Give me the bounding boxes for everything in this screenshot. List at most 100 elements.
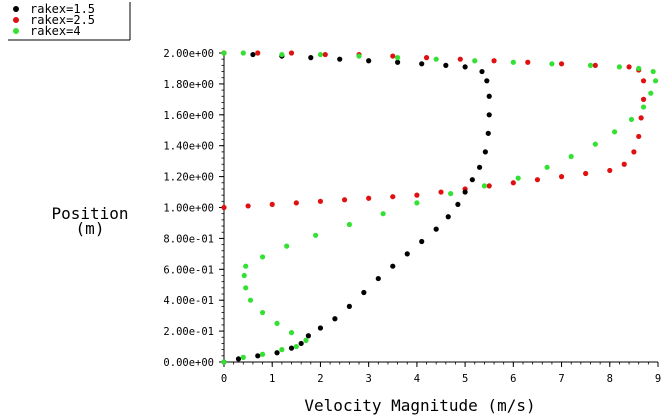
data-point (515, 175, 521, 181)
data-point (486, 183, 492, 189)
data-point (525, 59, 531, 65)
data-point (544, 164, 550, 170)
data-point (462, 64, 468, 70)
legend-marker-rakex-4 (13, 28, 19, 34)
axes (223, 53, 658, 363)
x-tick-label: 4 (414, 373, 420, 385)
data-point (247, 297, 254, 303)
data-point (390, 263, 396, 269)
data-point (346, 303, 352, 309)
data-point (255, 50, 261, 56)
data-point (259, 254, 266, 260)
data-point (288, 345, 295, 351)
data-point (419, 61, 425, 67)
data-point (240, 354, 246, 360)
data-point (250, 51, 256, 58)
data-point (592, 62, 598, 68)
x-tick-label: 1 (269, 373, 275, 385)
x-tick-label: 0 (221, 373, 227, 385)
data-point (390, 194, 396, 200)
data-point (592, 141, 598, 147)
data-point (269, 201, 275, 208)
data-point (346, 221, 352, 228)
data-point (366, 195, 372, 201)
y-tick-label: 1.60e+00 (163, 110, 214, 122)
data-point (380, 211, 386, 217)
data-point (485, 130, 491, 136)
data-point (558, 174, 565, 180)
y-tick-label: 2.00e+00 (163, 48, 214, 60)
data-point (438, 189, 444, 195)
data-point (259, 309, 266, 316)
x-tick-label: 8 (607, 373, 613, 385)
series-rakex=2.5 (221, 50, 647, 211)
data-points (221, 50, 659, 365)
data-point (341, 197, 348, 203)
data-point (259, 351, 266, 357)
data-point (245, 203, 251, 209)
y-tick-label: 1.40e+00 (163, 141, 214, 153)
data-point (395, 59, 401, 65)
data-point (419, 238, 425, 245)
y-tick-label: 4.00e-01 (163, 295, 214, 307)
data-point (652, 78, 659, 84)
y-tick-label: 1.20e+00 (163, 172, 214, 184)
data-point (650, 68, 656, 75)
series-rakex=4 (221, 50, 659, 365)
data-point (322, 51, 328, 58)
x-tick-label: 5 (462, 373, 468, 385)
data-point (288, 50, 295, 56)
y-axis-title-line1: Position (51, 204, 128, 223)
data-point (255, 353, 261, 359)
data-point (448, 190, 454, 197)
data-point (243, 285, 249, 291)
data-point (462, 189, 468, 195)
data-point (390, 53, 396, 59)
legend: rakex=1.5 rakex=2.5 rakex=4 (8, 2, 131, 41)
data-point (621, 161, 627, 167)
data-point (298, 340, 304, 347)
data-point (472, 58, 478, 64)
data-point (414, 192, 420, 198)
data-point (534, 177, 541, 183)
data-point (241, 272, 247, 279)
data-point (481, 183, 487, 189)
x-tick-label: 9 (655, 373, 661, 385)
data-point (240, 50, 246, 56)
ticks: 0 1 2 3 4 5 6 7 8 9 0.00e+00 2.00e-01 4.00e-01 6.00e-… (163, 48, 661, 385)
data-point (443, 62, 449, 68)
data-point (640, 78, 647, 84)
x-tick-label: 7 (558, 373, 564, 385)
data-point (640, 96, 647, 102)
y-tick-label: 0.00e+00 (163, 357, 214, 369)
data-point (366, 58, 372, 64)
data-point (433, 226, 439, 232)
data-point (423, 55, 430, 61)
data-point (284, 243, 290, 249)
data-point (636, 65, 642, 72)
legend-marker-rakex-1-5 (13, 6, 19, 12)
data-point (510, 180, 516, 186)
legend-marker-rakex-2-5 (13, 17, 19, 23)
data-point (491, 58, 497, 64)
data-point (638, 115, 644, 121)
data-point (607, 167, 613, 174)
data-point (482, 149, 488, 155)
data-point (303, 337, 309, 343)
data-point (612, 129, 618, 135)
y-axis-title-line2: (m) (76, 219, 105, 238)
data-point (274, 350, 280, 356)
data-point (616, 64, 623, 70)
data-point (221, 359, 227, 365)
data-point (568, 153, 574, 160)
data-point (356, 53, 362, 59)
data-point (279, 347, 285, 353)
x-axis-title: Velocity Magnitude (m/s) (304, 396, 535, 415)
data-point (308, 55, 314, 61)
data-point (648, 90, 654, 96)
data-point (288, 330, 295, 336)
data-point (455, 201, 461, 208)
data-point (486, 93, 492, 99)
y-tick-label: 1.00e+00 (163, 203, 214, 215)
